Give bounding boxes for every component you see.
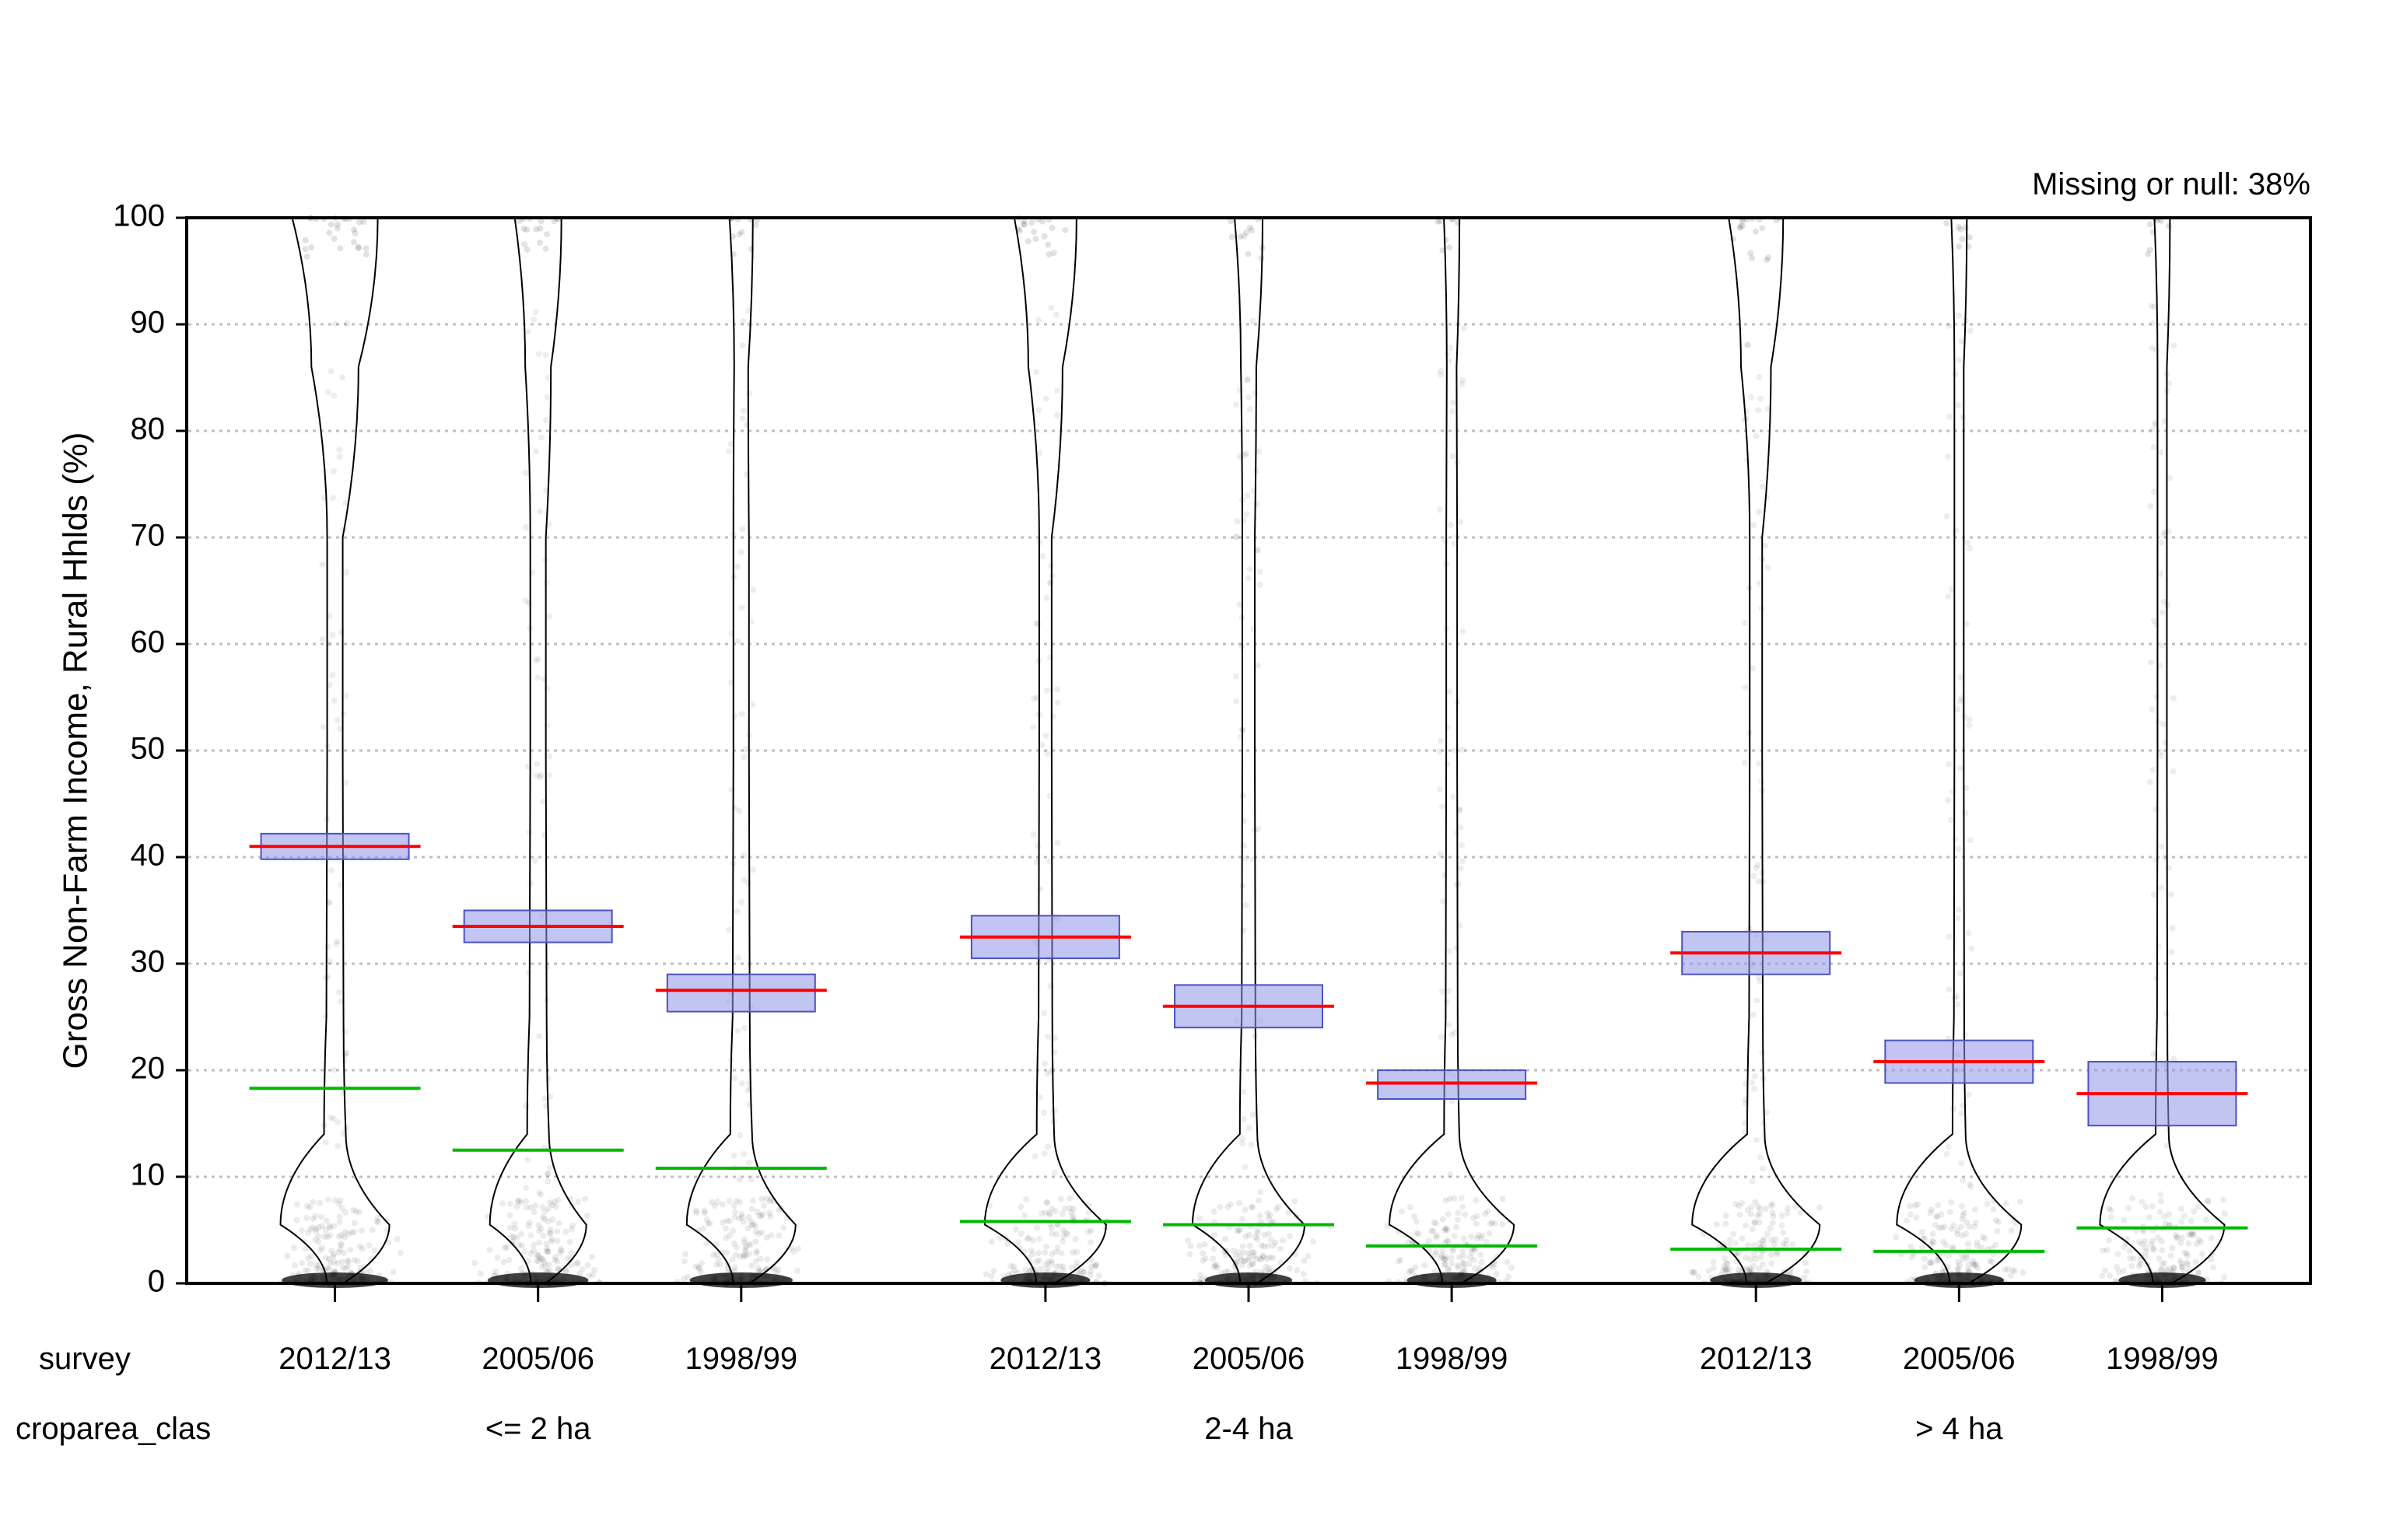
ci-box	[667, 975, 815, 1012]
svg-text:70: 70	[131, 519, 166, 553]
ci-box	[1378, 1070, 1526, 1099]
survey-label: 2012/13	[1700, 1342, 1813, 1376]
survey-label: 1998/99	[685, 1342, 797, 1376]
survey-label: 1998/99	[1396, 1342, 1508, 1376]
row-label-croparea: croparea_clas	[16, 1412, 211, 1446]
svg-text:30: 30	[131, 945, 166, 979]
croparea-label: 2-4 ha	[1204, 1412, 1293, 1446]
svg-text:10: 10	[131, 1158, 166, 1192]
survey-label: 2012/13	[990, 1342, 1102, 1376]
survey-label: 1998/99	[2106, 1342, 2219, 1376]
svg-text:40: 40	[131, 838, 166, 873]
row-label-survey: survey	[39, 1342, 131, 1376]
survey-label: 2005/06	[482, 1342, 594, 1376]
chart-container: 0 10 20 30 40 50 60 70 80 90 100 Gross Non-Farm Inc…	[0, 0, 2396, 1540]
svg-text:60: 60	[131, 625, 166, 660]
survey-label: 2005/06	[1903, 1342, 2016, 1376]
svg-text:0: 0	[148, 1265, 165, 1299]
svg-text:100: 100	[113, 199, 165, 233]
chart-svg: 0 10 20 30 40 50 60 70 80 90 100 Gross Non-Farm Inc…	[0, 0, 2396, 1540]
svg-text:Gross Non-Farm Income, Rural H: Gross Non-Farm Income, Rural Hhlds (%)	[57, 432, 95, 1069]
croparea-label: > 4 ha	[1915, 1412, 2003, 1446]
svg-text:80: 80	[131, 412, 166, 446]
svg-text:Missing or null: 38%: Missing or null: 38%	[2032, 167, 2310, 201]
svg-text:50: 50	[131, 732, 166, 766]
survey-label: 2012/13	[278, 1342, 391, 1376]
svg-text:90: 90	[131, 306, 166, 340]
survey-label: 2005/06	[1193, 1342, 1305, 1376]
croparea-label: <= 2 ha	[485, 1412, 591, 1446]
svg-text:20: 20	[131, 1052, 166, 1086]
